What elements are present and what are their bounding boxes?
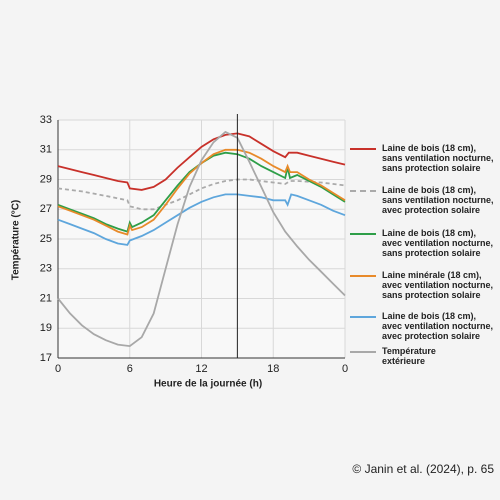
y-tick-label: 27 xyxy=(40,203,52,215)
y-tick-label: 33 xyxy=(40,114,52,126)
legend-swatch xyxy=(350,190,376,192)
line-series xyxy=(57,130,346,348)
y-tick-label: 19 xyxy=(40,322,52,334)
y-tick-label: 31 xyxy=(40,144,52,156)
legend-label: Température extérieure xyxy=(382,346,436,366)
legend-swatch xyxy=(350,316,376,318)
y-tick-label: 29 xyxy=(40,173,52,185)
legend-label: Laine de bois (18 cm), sans ventilation … xyxy=(382,143,494,173)
legend-label: Laine de bois (18 cm), sans ventilation … xyxy=(382,185,494,215)
y-tick-label: 23 xyxy=(40,263,52,275)
x-tick-label: 18 xyxy=(267,363,279,375)
legend-label: Laine de bois (18 cm), avec ventilation … xyxy=(382,311,494,341)
source: © Janin et al. (2024), p. 65 xyxy=(352,462,494,476)
x-axis-title: Heure de la journée (h) xyxy=(154,379,262,390)
y-tick-label: 17 xyxy=(40,352,52,364)
line-series xyxy=(57,178,346,211)
x-tick-label: 6 xyxy=(127,363,133,375)
line-series xyxy=(57,132,346,191)
legend-label: Laine de bois (18 cm), avec ventilation … xyxy=(382,228,494,258)
x-tick-label: 0 xyxy=(342,363,348,375)
y-tick-label: 21 xyxy=(40,292,52,304)
legend-swatch xyxy=(350,351,376,353)
legend-label: Laine minérale (18 cm), avec ventilation… xyxy=(382,270,494,300)
line-series xyxy=(57,148,346,236)
line-series xyxy=(57,193,346,246)
y-tick-label: 25 xyxy=(40,233,52,245)
x-tick-label: 12 xyxy=(195,363,207,375)
y-axis-title: Température (°C) xyxy=(11,200,22,281)
legend-swatch xyxy=(350,233,376,235)
x-tick-label: 0 xyxy=(55,363,61,375)
legend-swatch xyxy=(350,148,376,150)
legend-swatch xyxy=(350,275,376,277)
